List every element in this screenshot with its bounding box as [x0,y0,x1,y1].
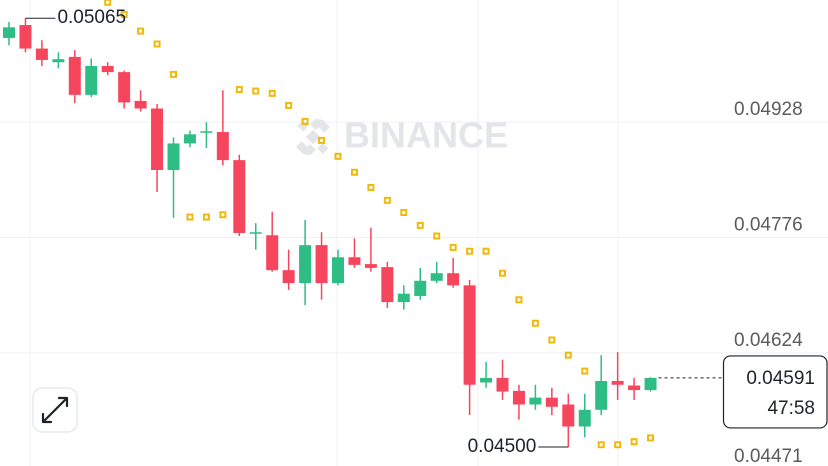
sar-dot [499,269,506,277]
candle-body [381,267,394,303]
y-tick-label: 0.04928 [734,99,803,120]
candle-body [364,264,377,268]
candle-body [545,397,558,407]
candle-body [216,132,229,161]
candle-body [85,66,98,95]
watermark-logo [296,118,330,156]
expand-icon[interactable] [41,396,69,424]
expand-button[interactable] [32,387,78,433]
sar-dot [153,40,161,48]
sar-dot [597,441,605,449]
sar-dot [482,247,490,255]
sar-dot [367,183,375,191]
candle-body [52,59,65,63]
annotations: 0.05065 0.04500 0.04591 47:58 [25,7,828,457]
sar-dot [449,243,457,251]
sar-dot [104,0,112,6]
sar-dot [219,211,227,219]
countdown-label: 47:58 [767,398,815,419]
sar-dot [647,434,655,442]
sar-dot [235,86,243,94]
candle-body [529,397,542,405]
candle-body [282,270,295,284]
sar-dot [285,101,293,109]
low-marker-label: 0.04500 [468,436,537,457]
candle-body [183,134,196,144]
candle-body [611,380,624,385]
sar-dot [350,168,358,176]
y-tick-label: 0.04624 [734,330,803,351]
vertical-grid [29,0,619,466]
candle-body [151,108,164,170]
sar-dot [614,441,622,449]
sar-dot [120,10,128,18]
candle-body [134,100,147,109]
candle-body [19,25,32,49]
candle-body [644,377,657,391]
candle-body [233,160,246,233]
candle-body [496,377,509,392]
sar-dot [548,336,556,344]
sar-dot [383,196,391,204]
candle-body [414,280,427,296]
candle-body [447,273,460,286]
candle-body [299,245,312,284]
y-axis: 0.04471 0.04624 0.04776 0.04928 [734,99,803,466]
high-marker-label: 0.05065 [57,7,126,28]
sar-dot [416,221,424,229]
watermark-text: BINANCE [344,115,508,156]
sar-dot [268,89,276,97]
sar-dot [564,351,572,359]
sar-dot [137,27,145,35]
sar-dot [400,208,408,216]
candle-body [480,377,493,383]
sar-dot [581,367,589,375]
candle-body [430,273,443,281]
candle-body [200,131,213,133]
candle-body [101,66,114,73]
last-price-label: 0.04591 [746,368,815,389]
candle-body [249,232,262,234]
sar-dot [252,87,260,95]
candle-body [348,257,361,265]
candle-body [628,385,641,391]
last-price-box [722,355,828,429]
candle-body [595,380,608,410]
sar-dot [186,213,194,221]
y-tick-label: 0.04471 [734,446,803,466]
candle-body [578,409,591,427]
horizontal-grid [0,121,828,354]
sar-dot [170,70,177,78]
candle-body [167,143,180,170]
candle-body [118,72,131,103]
candle-body [512,390,525,405]
candle-body [35,48,48,60]
sar-dot [630,438,638,446]
candle-body [397,293,410,303]
sar-dot [318,136,326,144]
sar-dot [202,213,210,221]
candle-body [3,27,15,38]
candles [3,18,657,447]
candle-body [463,285,476,385]
sar-dot [334,152,342,160]
candle-body [68,56,81,95]
candle-body [315,245,328,284]
candle-body [562,404,575,427]
sar-dot [515,296,523,304]
candle-body [266,235,279,271]
sar-dot [531,319,539,327]
sar-dot [301,117,309,125]
y-tick-label: 0.04776 [734,215,803,236]
sar-dot [433,232,441,240]
sar-dots [104,0,655,449]
candle-body [332,257,344,284]
sar-dot [466,247,474,255]
